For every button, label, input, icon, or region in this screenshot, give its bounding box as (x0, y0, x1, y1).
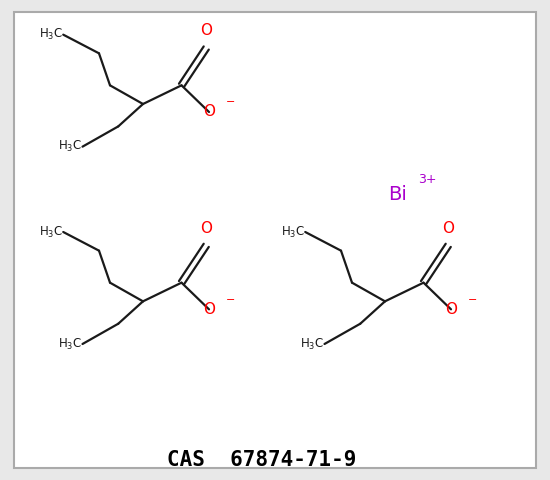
Text: H$_3$C: H$_3$C (58, 139, 82, 154)
Text: O: O (203, 302, 215, 317)
Text: O: O (442, 221, 454, 236)
Text: O: O (445, 302, 457, 317)
FancyBboxPatch shape (14, 12, 536, 468)
Text: H$_3$C: H$_3$C (58, 336, 82, 351)
Text: H$_3$C: H$_3$C (39, 225, 63, 240)
Text: H$_3$C: H$_3$C (39, 27, 63, 42)
Text: CAS  67874-71-9: CAS 67874-71-9 (167, 450, 356, 470)
Text: O: O (200, 24, 212, 38)
Text: −: − (226, 295, 235, 305)
Text: −: − (226, 97, 235, 108)
Text: O: O (200, 221, 212, 236)
Text: H$_3$C: H$_3$C (300, 336, 324, 351)
Text: Bi: Bi (388, 185, 406, 204)
Text: −: − (468, 295, 477, 305)
Text: H$_3$C: H$_3$C (281, 225, 305, 240)
Text: 3+: 3+ (418, 173, 437, 186)
Text: O: O (203, 105, 215, 120)
